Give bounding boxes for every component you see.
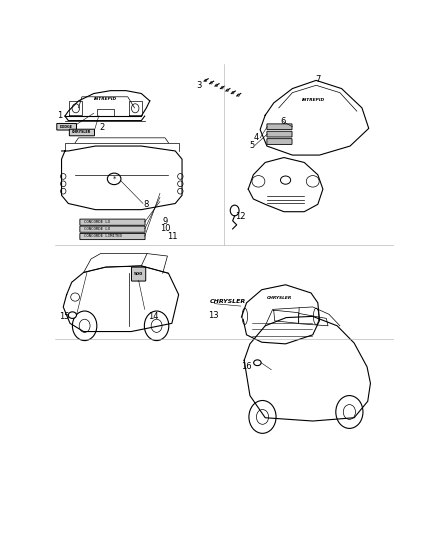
Circle shape xyxy=(230,205,239,216)
FancyBboxPatch shape xyxy=(267,131,292,137)
Circle shape xyxy=(205,79,207,82)
Text: 15: 15 xyxy=(59,312,70,321)
Ellipse shape xyxy=(254,360,261,366)
Text: 1: 1 xyxy=(57,111,63,120)
Text: INTREPID: INTREPID xyxy=(302,98,325,102)
Circle shape xyxy=(237,94,240,96)
Text: CHRYSLER: CHRYSLER xyxy=(267,296,293,300)
Circle shape xyxy=(336,395,363,429)
Circle shape xyxy=(215,84,218,86)
Text: 2: 2 xyxy=(100,123,105,132)
FancyBboxPatch shape xyxy=(69,129,95,136)
Text: CHRYSLER: CHRYSLER xyxy=(210,298,246,304)
Circle shape xyxy=(232,92,234,94)
Circle shape xyxy=(343,405,356,419)
FancyBboxPatch shape xyxy=(80,226,145,232)
FancyBboxPatch shape xyxy=(267,124,292,130)
FancyBboxPatch shape xyxy=(80,233,145,240)
Text: DODGE: DODGE xyxy=(60,125,73,129)
Text: 14: 14 xyxy=(148,312,159,321)
Text: CONCORDE LIMITED: CONCORDE LIMITED xyxy=(84,235,122,238)
FancyBboxPatch shape xyxy=(57,124,77,130)
Circle shape xyxy=(249,400,276,433)
Circle shape xyxy=(221,86,223,89)
Text: 13: 13 xyxy=(208,311,219,320)
Circle shape xyxy=(145,311,169,341)
Ellipse shape xyxy=(68,312,77,318)
Circle shape xyxy=(151,319,162,333)
Text: 4: 4 xyxy=(254,133,259,142)
FancyBboxPatch shape xyxy=(80,219,145,225)
Text: 8: 8 xyxy=(143,200,148,209)
Text: INTREPID: INTREPID xyxy=(93,97,117,101)
Text: 11: 11 xyxy=(166,232,177,241)
Text: CHRYSLER: CHRYSLER xyxy=(72,131,92,134)
Text: 9: 9 xyxy=(162,217,168,227)
Text: CONCORDE LX: CONCORDE LX xyxy=(84,227,110,231)
Circle shape xyxy=(256,409,268,424)
Circle shape xyxy=(79,319,90,333)
Circle shape xyxy=(226,89,229,92)
FancyBboxPatch shape xyxy=(131,267,146,281)
Text: 5: 5 xyxy=(250,141,255,150)
FancyBboxPatch shape xyxy=(267,139,292,144)
Text: 3: 3 xyxy=(196,81,202,90)
Text: 12: 12 xyxy=(236,212,246,221)
Text: *: * xyxy=(113,176,116,182)
Text: 6: 6 xyxy=(280,117,286,126)
Circle shape xyxy=(210,82,212,84)
Text: 500: 500 xyxy=(134,272,143,276)
Text: 7: 7 xyxy=(315,75,321,84)
Text: CONCORDE LX: CONCORDE LX xyxy=(84,220,110,224)
Text: 10: 10 xyxy=(160,224,170,233)
Text: 16: 16 xyxy=(241,362,252,372)
Circle shape xyxy=(72,311,97,341)
